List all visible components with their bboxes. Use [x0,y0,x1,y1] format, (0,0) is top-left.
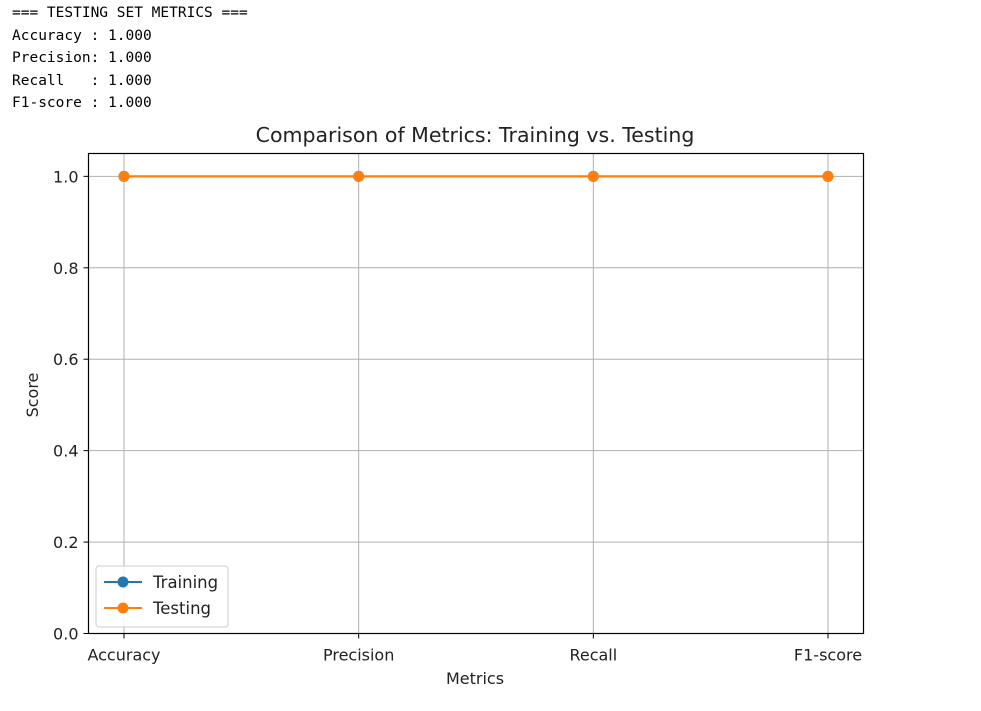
axis-ticks: Accuracy Precision Recall F1-score 0.0 0.2 0.4… [53,167,862,664]
legend-swatch-marker [117,602,129,614]
data-point-testing [353,170,365,182]
x-tick-label: F1-score [794,646,862,665]
grid-lines [88,153,864,634]
plot-area-frame [87,152,865,635]
y-tick-label: 0.0 [53,625,78,644]
y-tick-label: 0.2 [53,533,78,552]
console-accuracy-line: Accuracy : 1.000 [12,27,152,44]
y-tick-label: 0.6 [53,350,78,369]
console-recall-line: Recall : 1.000 [12,72,152,89]
chart-title: Comparison of Metrics: Training vs. Test… [256,123,695,147]
console-heading: === TESTING SET METRICS === [12,5,248,21]
x-tick-label: Precision [323,646,394,665]
y-tick-label: 0.8 [53,259,78,278]
legend-label-testing: Testing [152,599,211,618]
data-point-testing [118,170,130,182]
series-lines [118,170,834,182]
data-point-testing [822,170,834,182]
console-f1-line: F1-score : 1.000 [12,95,152,111]
y-tick-label: 1.0 [53,167,78,186]
y-axis-label: Score [23,373,42,418]
console-precision-line: Precision: 1.000 [12,50,152,66]
console-output: === TESTING SET METRICS === Accuracy : 1.… [12,2,248,115]
legend-swatch-marker [117,576,129,588]
x-tick-label: Accuracy [87,646,160,665]
x-axis-label: Metrics [446,669,504,688]
chart-legend: Training Testing [95,565,229,628]
x-tick-label: Recall [569,646,617,665]
data-point-testing [587,170,599,182]
y-tick-label: 0.4 [53,442,78,461]
legend-label-training: Training [152,573,218,592]
